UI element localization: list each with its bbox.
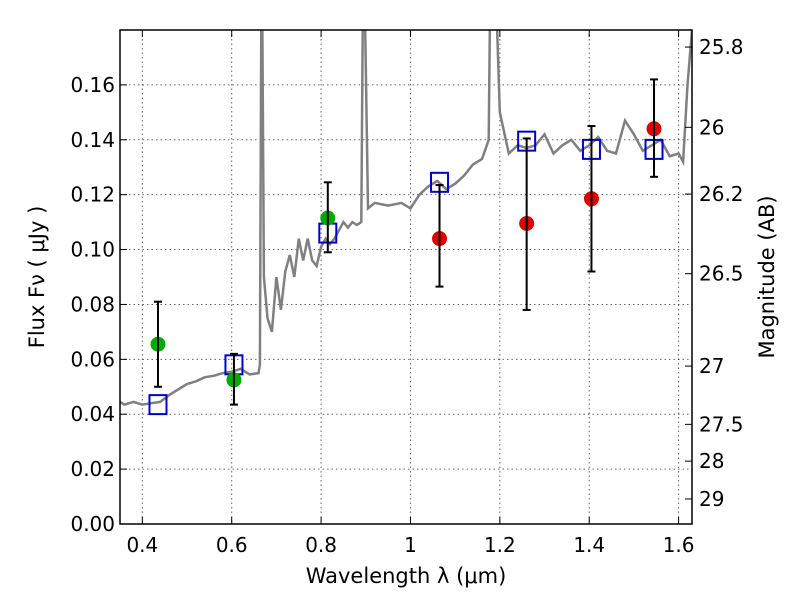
axis-ticks: 0.4 0.6 0.8 1 1.2 1.4 1.6 0.00 0.02 0.04 0.06 0.08 0… [70,30,744,557]
y-axis-label: Flux Fν ( μJy ) [25,206,49,349]
x-tick-label: 0.6 [216,533,248,557]
right-tick-label: 28 [699,449,724,473]
y-tick-label: 0.16 [70,73,115,97]
x-tick-label: 1 [404,533,417,557]
right-tick-label: 26.5 [699,262,744,286]
y-tick-label: 0.02 [70,457,115,481]
right-tick-label: 27.5 [699,412,744,436]
right-tick-label: 27 [699,354,724,378]
plot-frame [119,29,693,525]
series-group [120,30,692,416]
y-tick-label: 0.06 [70,347,115,371]
y-tick-label: 0.12 [70,183,115,207]
grid [120,30,692,525]
y-tick-label: 0.04 [70,402,115,426]
y-tick-label: 0.00 [70,512,115,536]
x-tick-label: 0.4 [126,533,158,557]
right-tick-label: 26.2 [699,182,744,206]
model-photometry-square [148,394,168,416]
x-tick-label: 1.4 [573,533,605,557]
x-tick-label: 1.6 [663,533,695,557]
model-spectrum-line [120,30,692,406]
x-tick-label: 0.8 [305,533,337,557]
right-tick-label: 26 [699,115,724,139]
y-tick-label: 0.14 [70,128,115,152]
right-axis-label: Magnitude (AB) [755,195,779,358]
right-tick-label: 29 [699,487,724,511]
plot-area [120,30,692,416]
x-tick-label: 1.2 [484,533,516,557]
y-tick-label: 0.08 [70,292,115,316]
y-tick-label: 0.10 [70,238,115,262]
x-axis-label: Wavelength λ (μm) [306,564,507,588]
right-tick-label: 25.8 [699,35,744,59]
